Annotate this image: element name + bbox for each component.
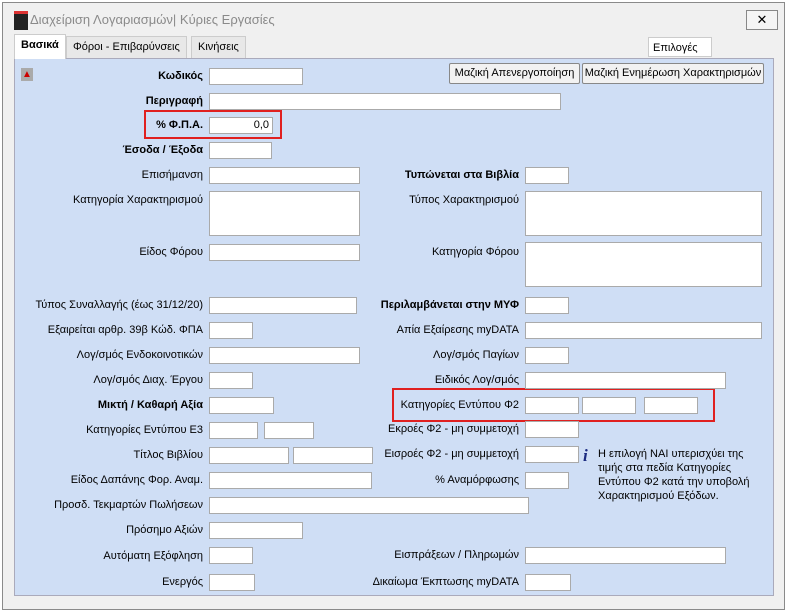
exempt-reason-input[interactable] (525, 322, 762, 339)
book-title-input-2[interactable] (293, 447, 373, 464)
transaction-type-label: Τύπος Συναλλαγής (έως 31/12/20) (35, 299, 203, 311)
e3-category-label: Κατηγορίες Εντύπου Ε3 (86, 424, 203, 436)
printed-label: Τυπώνεται στα Βιβλία (404, 169, 519, 181)
char-type-input[interactable] (525, 191, 762, 236)
active-input[interactable] (209, 574, 255, 591)
f2-in-label: Εισροές Φ2 - μη συμμετοχή (384, 448, 519, 460)
char-category-input[interactable] (209, 191, 360, 236)
expense-kind-input[interactable] (209, 472, 372, 489)
tab-taxes[interactable]: Φόροι - Επιβαρύνσεις (66, 36, 187, 58)
tax-category-input[interactable] (525, 242, 762, 287)
fixed-assets-input[interactable] (525, 347, 569, 364)
receipts-label: Εισπράξεων / Πληρωμών (394, 549, 519, 561)
char-category-label: Κατηγορία Χαρακτηρισμού (73, 194, 203, 206)
reform-input[interactable] (525, 472, 569, 489)
tab-basic[interactable]: Βασικά (14, 34, 66, 59)
bell-icon[interactable]: ▲ (21, 68, 33, 81)
project-label: Λογ/σμός Διαχ. Έργου (93, 374, 203, 386)
special-account-input[interactable] (525, 372, 726, 389)
auto-payment-input[interactable] (209, 547, 253, 564)
fixed-assets-label: Λογ/σμός Παγίων (433, 349, 519, 361)
e3-category-input-1[interactable] (209, 422, 258, 439)
mass-deactivate-button[interactable]: Μαζική Απενεργοποίηση (449, 63, 580, 84)
intra-input[interactable] (209, 347, 360, 364)
mass-update-button[interactable]: Μαζική Ενημέρωση Χαρακτηρισμών (582, 63, 764, 84)
presumed-sales-input[interactable] (209, 497, 529, 514)
printed-input[interactable] (525, 167, 569, 184)
f2-category-input-2[interactable] (582, 397, 636, 414)
close-button[interactable]: ✕ (746, 10, 778, 30)
tab-movements[interactable]: Κινήσεις (191, 36, 246, 58)
code-label: Κωδικός (158, 70, 203, 82)
f2-out-label: Εκροές Φ2 - μη συμμετοχή (388, 423, 519, 435)
deduction-input[interactable] (525, 574, 571, 591)
char-type-label: Τύπος Χαρακτηρισμού (409, 194, 519, 206)
active-label: Ενεργός (162, 576, 203, 588)
exempt-label: Εξαιρείται αρθρ. 39β Κώδ. ΦΠΑ (47, 324, 203, 336)
vat-input[interactable]: 0,0 (209, 117, 273, 134)
income-expense-label: Έσοδα / Έξοδα (122, 144, 203, 156)
app-icon (14, 11, 28, 30)
tax-category-label: Κατηγορία Φόρου (431, 246, 519, 258)
tax-kind-input[interactable] (209, 244, 360, 261)
info-icon: i (583, 446, 588, 465)
project-input[interactable] (209, 372, 253, 389)
code-input[interactable] (209, 68, 303, 85)
f2-in-input[interactable] (525, 446, 579, 463)
vat-label: % Φ.Π.Α. (156, 119, 203, 131)
f2-category-input-1[interactable] (525, 397, 579, 414)
highlight-vat (144, 110, 282, 139)
f2-category-input-3[interactable] (644, 397, 698, 414)
book-title-input-1[interactable] (209, 447, 289, 464)
marking-label: Επισήμανση (141, 169, 203, 181)
presumed-sales-label: Προσδ. Τεκμαρτών Πωλήσεων (54, 499, 203, 511)
exempt-reason-label: Απία Εξαίρεσης myDATA (396, 324, 519, 336)
window-title: Διαχείριση Λογαριασμών| Κύριες Εργασίες (30, 12, 275, 27)
book-title-label: Τίτλος Βιβλίου (133, 449, 203, 461)
myf-input[interactable] (525, 297, 569, 314)
gross-net-input[interactable] (209, 397, 274, 414)
income-expense-input[interactable] (209, 142, 272, 159)
reform-label: % Αναμόρφωσης (435, 474, 519, 486)
exempt-input[interactable] (209, 322, 253, 339)
info-note: Η επιλογή ΝΑΙ υπερισχύει της τιμής στα π… (598, 448, 750, 502)
sign-label: Πρόσημο Αξιών (126, 524, 203, 536)
transaction-type-input[interactable] (209, 297, 357, 314)
f2-category-label: Κατηγορίες Εντύπου Φ2 (400, 399, 519, 411)
auto-payment-label: Αυτόματη Εξόφληση (103, 550, 203, 562)
intra-label: Λογ/σμός Ενδοκοινοτικών (76, 349, 203, 361)
deduction-label: Δικαίωμα Έκπτωσης myDATA (372, 576, 519, 588)
options-button[interactable]: Επιλογές (648, 37, 712, 57)
description-input[interactable] (209, 93, 561, 110)
receipts-input[interactable] (525, 547, 726, 564)
expense-kind-label: Είδος Δαπάνης Φορ. Αναμ. (70, 474, 203, 486)
f2-out-input[interactable] (525, 421, 579, 438)
myf-label: Περιλαμβάνεται στην ΜΥΦ (380, 299, 519, 311)
e3-category-input-2[interactable] (264, 422, 314, 439)
gross-net-label: Μικτή / Καθαρή Αξία (97, 399, 203, 411)
sign-input[interactable] (209, 522, 303, 539)
description-label: Περιγραφή (145, 95, 203, 107)
marking-input[interactable] (209, 167, 360, 184)
tax-kind-label: Είδος Φόρου (139, 246, 203, 258)
special-account-label: Ειδικός Λογ/σμός (434, 374, 519, 386)
